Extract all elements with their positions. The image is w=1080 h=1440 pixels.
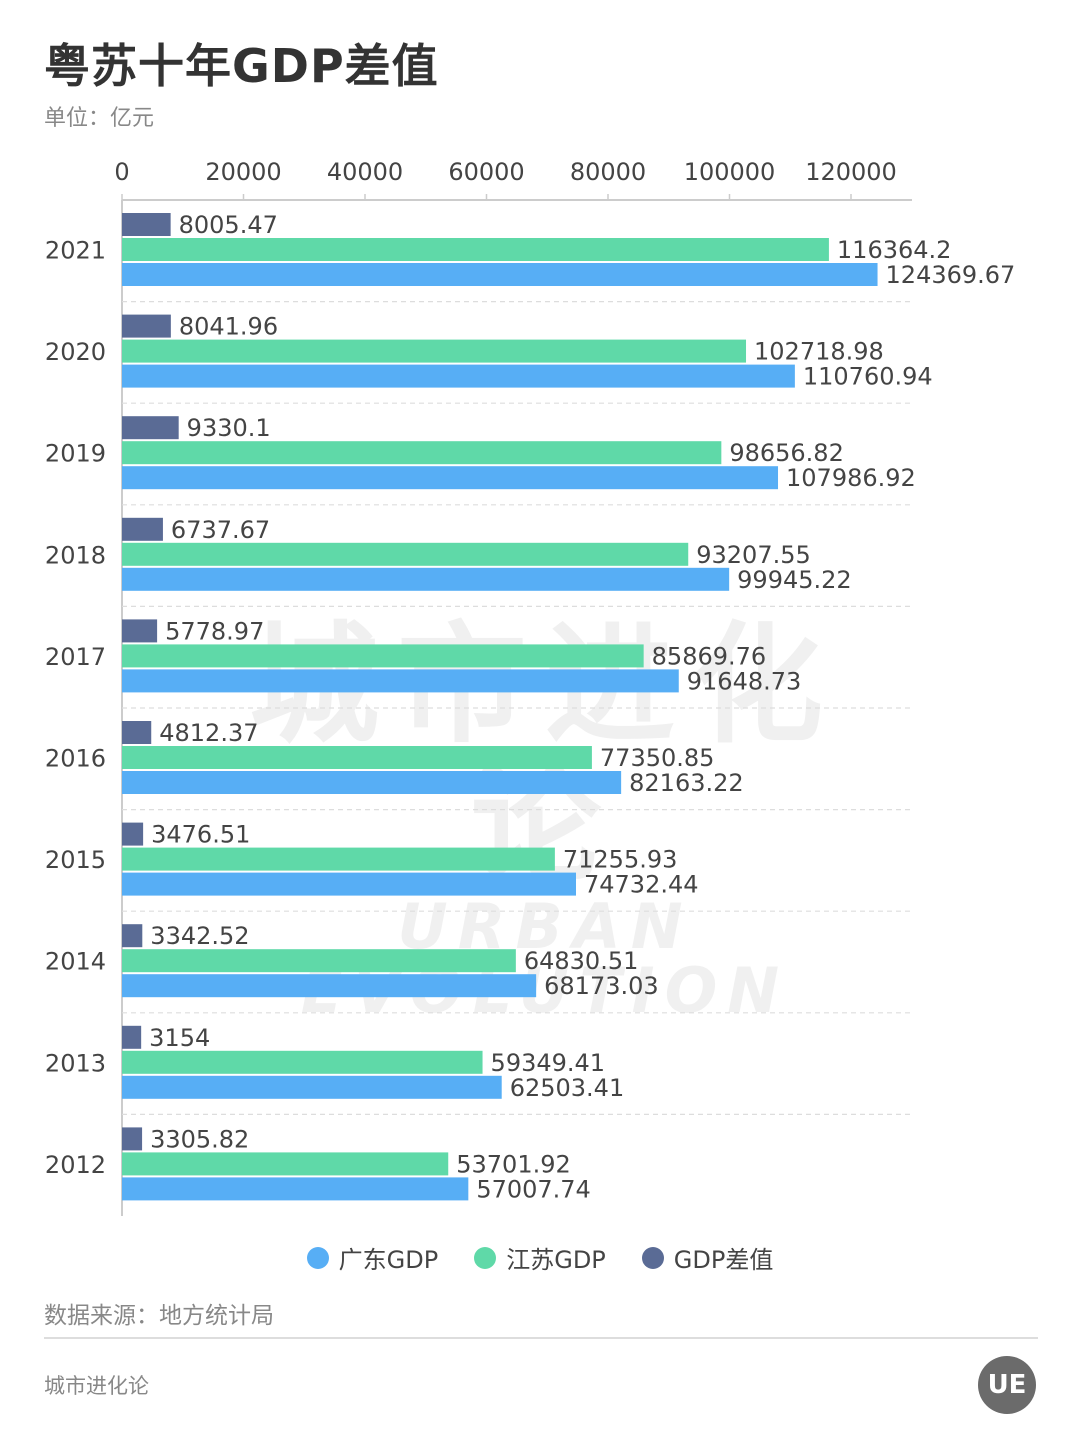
bar-广东GDP-2019 (122, 466, 779, 490)
bar-江苏GDP-2018 (122, 542, 689, 566)
data-label: 91648.73 (687, 667, 802, 695)
x-tick-label: 100000 (684, 158, 776, 186)
y-category-label: 2016 (45, 745, 106, 773)
x-tick-label: 120000 (805, 158, 897, 186)
bar-江苏GDP-2012 (122, 1152, 449, 1176)
bar-江苏GDP-2021 (122, 238, 829, 261)
legend-item-jiangsu[interactable]: 江苏GDP (474, 1240, 606, 1275)
y-category-label: 2018 (45, 541, 106, 569)
x-tick-label: 20000 (205, 158, 281, 186)
data-label: 8005.47 (179, 211, 278, 239)
data-label: 71255.93 (563, 846, 678, 874)
y-category-label: 2019 (45, 440, 106, 468)
data-label: 3305.82 (150, 1125, 249, 1153)
bar-江苏GDP-2016 (122, 746, 592, 769)
bar-GDP差值-2012 (122, 1127, 143, 1151)
data-label: 5778.97 (165, 617, 264, 645)
bar-广东GDP-2015 (122, 872, 576, 896)
bar-广东GDP-2013 (122, 1075, 502, 1099)
data-label: 53701.92 (456, 1150, 571, 1178)
y-category-label: 2012 (45, 1151, 106, 1179)
bar-江苏GDP-2020 (122, 339, 747, 363)
data-label: 99945.22 (737, 566, 852, 594)
legend-label-gdp-diff: GDP差值 (673, 1246, 774, 1274)
data-label: 9330.1 (187, 414, 271, 442)
bar-GDP差值-2016 (122, 721, 152, 744)
bar-广东GDP-2017 (122, 669, 679, 693)
bar-广东GDP-2012 (122, 1177, 469, 1201)
bar-GDP差值-2019 (122, 416, 179, 440)
bar-GDP差值-2017 (122, 619, 158, 643)
bar-GDP差值-2018 (122, 517, 163, 541)
brand-logo-icon: UE (978, 1356, 1036, 1414)
data-label: 102718.98 (754, 338, 884, 366)
data-label: 6737.67 (171, 516, 270, 544)
data-label: 64830.51 (524, 947, 639, 975)
data-label: 3476.51 (151, 821, 250, 849)
data-label: 57007.74 (476, 1175, 591, 1203)
data-label: 68173.03 (544, 972, 659, 1000)
data-label: 110760.94 (803, 363, 933, 391)
data-label: 85869.76 (652, 642, 767, 670)
data-label: 59349.41 (491, 1049, 606, 1077)
data-label: 62503.41 (510, 1074, 625, 1102)
bar-广东GDP-2020 (122, 364, 795, 388)
data-label: 93207.55 (696, 541, 811, 569)
y-category-label: 2013 (45, 1049, 106, 1077)
data-label: 3154 (149, 1024, 210, 1052)
chart-title: 粤苏十年GDP差值 (44, 39, 439, 93)
bar-GDP差值-2013 (122, 1025, 142, 1049)
x-tick-label: 80000 (570, 158, 646, 186)
data-label: 4812.37 (159, 719, 258, 747)
data-label: 98656.82 (729, 439, 844, 467)
legend-label-guangdong: 广东GDP (338, 1246, 439, 1274)
unit-label: 单位：亿元 (44, 106, 155, 131)
y-category-label: 2020 (45, 338, 106, 366)
bar-GDP差值-2021 (122, 213, 171, 236)
y-category-label: 2014 (45, 948, 106, 976)
bar-广东GDP-2016 (122, 771, 622, 794)
legend-item-guangdong[interactable]: 广东GDP (306, 1240, 439, 1275)
bar-江苏GDP-2013 (122, 1050, 483, 1074)
data-label: 8041.96 (179, 313, 278, 341)
bar-江苏GDP-2019 (122, 441, 722, 465)
legend: 广东GDP 江苏GDP GDP差值 (0, 1240, 1080, 1275)
data-label: 3342.52 (150, 922, 249, 950)
data-label: 74732.44 (584, 871, 699, 899)
footer-divider (44, 1337, 1038, 1339)
bar-江苏GDP-2014 (122, 949, 516, 973)
bar-GDP差值-2014 (122, 924, 143, 948)
legend-dot-guangdong (306, 1246, 329, 1269)
legend-dot-gdp-diff (641, 1246, 664, 1269)
x-tick-label: 40000 (327, 158, 403, 186)
x-tick-label: 60000 (448, 158, 524, 186)
bar-江苏GDP-2015 (122, 847, 555, 871)
data-label: 77350.85 (600, 744, 715, 772)
y-category-label: 2015 (45, 846, 106, 874)
legend-label-jiangsu: 江苏GDP (506, 1246, 606, 1274)
data-label: 124369.67 (886, 261, 1016, 289)
bar-GDP差值-2020 (122, 314, 171, 338)
bar-GDP差值-2015 (122, 822, 144, 846)
bar-广东GDP-2021 (122, 263, 878, 286)
y-category-label: 2017 (45, 643, 106, 671)
data-source: 数据来源：地方统计局 (44, 1303, 274, 1329)
legend-item-gdp-diff[interactable]: GDP差值 (641, 1240, 774, 1275)
data-label: 116364.2 (837, 236, 952, 264)
bar-江苏GDP-2017 (122, 644, 644, 668)
brand-name: 城市进化论 (44, 1374, 149, 1398)
data-label: 82163.22 (629, 769, 744, 797)
y-category-label: 2021 (45, 237, 106, 265)
bar-chart: 0 20000 40000 60000 80000 100000 120000 2021 800… (45, 158, 1016, 1216)
bar-广东GDP-2018 (122, 567, 730, 591)
x-tick-label: 0 (114, 158, 129, 186)
data-label: 107986.92 (786, 464, 916, 492)
bar-广东GDP-2014 (122, 974, 537, 998)
legend-dot-jiangsu (474, 1246, 497, 1269)
